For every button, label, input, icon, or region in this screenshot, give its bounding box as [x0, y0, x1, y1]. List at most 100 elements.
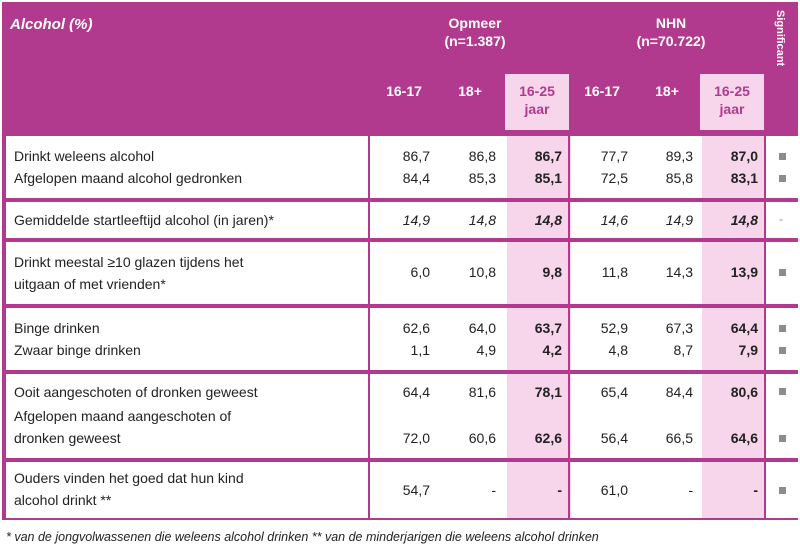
cell: 78,1 — [534, 384, 562, 400]
cell: 4,9 — [476, 342, 496, 358]
cell: 14,3 — [665, 264, 693, 280]
highlight-cell — [702, 374, 766, 458]
row-label: dronken geweest — [14, 430, 121, 446]
cell: 9,8 — [542, 264, 562, 280]
cell: 8,7 — [673, 342, 693, 358]
highlight-cell — [507, 202, 571, 238]
column-divider — [368, 136, 370, 520]
highlight-cell — [507, 242, 571, 304]
highlight-cell — [507, 462, 571, 518]
significant-marker — [779, 388, 786, 395]
group-nhn: NHN (n=70.722) — [636, 15, 706, 49]
highlight-cell — [507, 374, 571, 458]
cell: 85,1 — [534, 170, 562, 186]
row-label: Drinkt weleens alcohol — [14, 148, 155, 164]
highlight-cell — [507, 136, 571, 198]
cell: 4,8 — [608, 342, 628, 358]
col-header: 16-25 jaar — [714, 83, 750, 117]
cell: 1,1 — [410, 342, 430, 358]
col-header: 18+ — [458, 83, 482, 99]
cell: 65,4 — [600, 384, 628, 400]
cell: 64,4 — [730, 320, 758, 336]
cell: 86,7 — [402, 148, 430, 164]
row-label: alcohol drinkt ** — [14, 492, 112, 508]
cell: 67,3 — [665, 320, 693, 336]
highlight-col-header — [505, 74, 569, 130]
highlight-cell — [702, 462, 766, 518]
significant-marker — [779, 325, 786, 332]
column-divider — [764, 136, 766, 520]
group-opmeer: Opmeer (n=1.387) — [444, 15, 506, 49]
cell: 52,9 — [600, 320, 628, 336]
row-group: Ooit aangeschoten of dronken geweest Afg… — [6, 374, 798, 458]
significant-marker — [779, 153, 786, 160]
cell: 77,7 — [600, 148, 628, 164]
row-group: Binge drinken Zwaar binge drinken 62,6 6… — [6, 308, 798, 370]
row-label: Drinkt meestal ≥10 glazen tijdens het — [14, 254, 244, 270]
cell: 4,2 — [542, 342, 562, 358]
highlight-col-header — [700, 74, 764, 130]
col-header: 16-25 jaar — [519, 83, 555, 117]
cell: 86,7 — [534, 148, 562, 164]
cell: 64,4 — [402, 384, 430, 400]
cell: 64,0 — [468, 320, 496, 336]
cell: 6,0 — [410, 264, 430, 280]
cell: 87,0 — [730, 148, 758, 164]
row-group: Ouders vinden het goed dat hun kind alco… — [6, 462, 798, 518]
significant-marker — [779, 435, 786, 442]
significant-marker — [779, 175, 786, 182]
cell: 13,9 — [730, 264, 758, 280]
col-header: 18+ — [655, 83, 679, 99]
cell: 14,8 — [468, 212, 496, 228]
col-header: 16-17 — [584, 83, 620, 99]
row-group: Drinkt meestal ≥10 glazen tijdens het ui… — [6, 242, 798, 304]
column-divider — [568, 136, 570, 520]
cell: 83,1 — [730, 170, 758, 186]
significant-header: Significant — [774, 10, 786, 67]
cell: 84,4 — [665, 384, 693, 400]
cell: 61,0 — [600, 482, 628, 498]
row-label: Afgelopen maand aangeschoten of — [14, 408, 232, 424]
cell: 7,9 — [738, 342, 758, 358]
cell: 72,0 — [402, 430, 430, 446]
cell: 14,8 — [730, 212, 758, 228]
cell: 14,9 — [665, 212, 693, 228]
row-group: Gemiddelde startleeftijd alcohol (in jar… — [6, 202, 798, 238]
highlight-cell — [702, 202, 766, 238]
cell: 89,3 — [665, 148, 693, 164]
cell: 62,6 — [534, 430, 562, 446]
cell: 60,6 — [468, 430, 496, 446]
row-label: Gemiddelde startleeftijd alcohol (in jar… — [14, 212, 274, 228]
cell: 66,5 — [665, 430, 693, 446]
row-label: uitgaan of met vrienden* — [14, 276, 166, 292]
highlight-cell — [702, 308, 766, 370]
cell: 63,7 — [534, 320, 562, 336]
row-label: Binge drinken — [14, 320, 100, 336]
cell: 62,6 — [402, 320, 430, 336]
cell: - — [491, 482, 496, 498]
highlight-cell — [702, 242, 766, 304]
cell: - — [688, 482, 693, 498]
cell: 14,9 — [402, 212, 430, 228]
cell: 54,7 — [402, 482, 430, 498]
cell: 14,6 — [600, 212, 628, 228]
cell: 80,6 — [730, 384, 758, 400]
cell: 72,5 — [600, 170, 628, 186]
cell: 56,4 — [600, 430, 628, 446]
table-title: Alcohol (%) — [10, 16, 93, 33]
not-significant-marker: - — [779, 212, 783, 226]
cell: 11,8 — [601, 264, 628, 280]
significant-marker — [779, 487, 786, 494]
cell: 10,8 — [468, 264, 496, 280]
footnote: * van de jongvolwassenen die weleens alc… — [6, 530, 599, 544]
cell: 85,8 — [665, 170, 693, 186]
cell: 85,3 — [468, 170, 496, 186]
significant-marker — [779, 269, 786, 276]
col-header: 16-17 — [386, 83, 422, 99]
significant-marker — [779, 347, 786, 354]
cell: 86,8 — [468, 148, 496, 164]
cell: 81,6 — [468, 384, 496, 400]
cell: 84,4 — [402, 170, 430, 186]
row-group: Drinkt weleens alcohol Afgelopen maand a… — [6, 136, 798, 198]
row-label: Zwaar binge drinken — [14, 342, 141, 358]
